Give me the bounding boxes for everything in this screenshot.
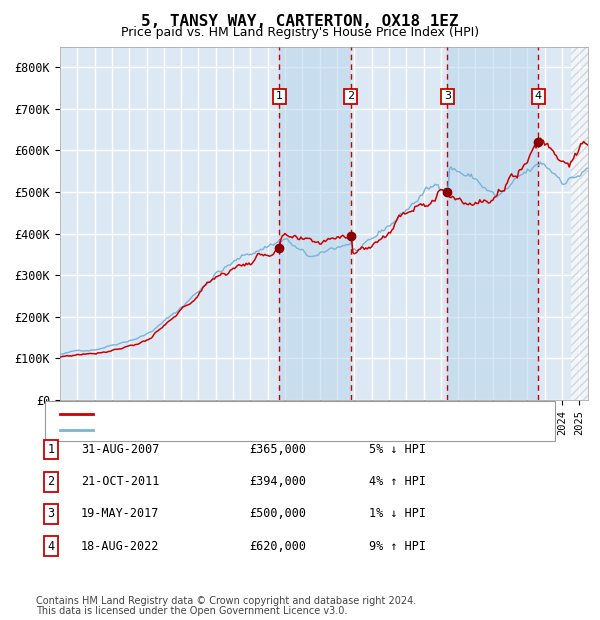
Text: 5, TANSY WAY, CARTERTON, OX18 1EZ: 5, TANSY WAY, CARTERTON, OX18 1EZ — [141, 14, 459, 29]
Text: 5% ↓ HPI: 5% ↓ HPI — [369, 443, 426, 456]
Text: HPI: Average price, detached house, West Oxfordshire: HPI: Average price, detached house, West… — [99, 425, 450, 435]
Text: 1% ↓ HPI: 1% ↓ HPI — [369, 508, 426, 520]
Text: 18-AUG-2022: 18-AUG-2022 — [81, 540, 160, 552]
Text: This data is licensed under the Open Government Licence v3.0.: This data is licensed under the Open Gov… — [36, 606, 347, 616]
Text: £500,000: £500,000 — [249, 508, 306, 520]
Text: 3: 3 — [47, 508, 55, 520]
Text: £394,000: £394,000 — [249, 476, 306, 488]
Text: 31-AUG-2007: 31-AUG-2007 — [81, 443, 160, 456]
Text: 1: 1 — [47, 443, 55, 456]
Text: 21-OCT-2011: 21-OCT-2011 — [81, 476, 160, 488]
Text: 4% ↑ HPI: 4% ↑ HPI — [369, 476, 426, 488]
Text: 2: 2 — [347, 91, 355, 102]
Text: £365,000: £365,000 — [249, 443, 306, 456]
Text: 9% ↑ HPI: 9% ↑ HPI — [369, 540, 426, 552]
Text: 5, TANSY WAY, CARTERTON, OX18 1EZ (detached house): 5, TANSY WAY, CARTERTON, OX18 1EZ (detac… — [99, 409, 437, 419]
Bar — [571, 46, 588, 400]
Text: 2: 2 — [47, 476, 55, 488]
Text: 3: 3 — [444, 91, 451, 102]
Text: 19-MAY-2017: 19-MAY-2017 — [81, 508, 160, 520]
Text: 4: 4 — [535, 91, 542, 102]
Text: 4: 4 — [47, 540, 55, 552]
Text: £620,000: £620,000 — [249, 540, 306, 552]
Bar — [280, 46, 351, 400]
Text: 1: 1 — [276, 91, 283, 102]
Text: Price paid vs. HM Land Registry's House Price Index (HPI): Price paid vs. HM Land Registry's House … — [121, 26, 479, 39]
Text: Contains HM Land Registry data © Crown copyright and database right 2024.: Contains HM Land Registry data © Crown c… — [36, 596, 416, 606]
Bar — [448, 46, 538, 400]
